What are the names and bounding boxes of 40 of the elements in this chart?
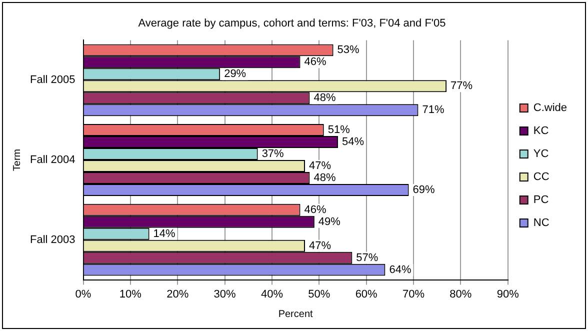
legend-label: C.wide — [533, 102, 567, 114]
x-tick-label: 80% — [450, 288, 472, 300]
data-label: 48% — [314, 172, 336, 184]
data-label: 77% — [450, 80, 473, 92]
legend-label: CC — [533, 171, 550, 184]
x-tick-label: 70% — [402, 288, 425, 300]
x-axis-title: Percent — [278, 308, 314, 320]
data-label: 46% — [304, 56, 327, 68]
data-label: 49% — [318, 216, 341, 228]
y-tick-label: Fall 2005 — [30, 74, 76, 86]
data-label: 37% — [262, 148, 284, 160]
data-label: 47% — [309, 240, 332, 252]
data-label: 57% — [356, 252, 378, 264]
y-tick-label: Fall 2003 — [30, 234, 76, 246]
x-tick-label: 90% — [496, 288, 520, 300]
legend-label: YC — [533, 148, 549, 160]
data-label: 47% — [309, 160, 332, 172]
x-tick-label: 40% — [260, 288, 284, 300]
x-tick-label: 50% — [308, 288, 330, 300]
x-tick-label: 30% — [214, 288, 236, 300]
data-label: 46% — [304, 204, 327, 216]
y-axis-title: Term — [12, 148, 23, 172]
data-label: 53% — [337, 44, 360, 56]
x-tick-label: 20% — [166, 288, 189, 300]
data-label: 14% — [153, 228, 176, 240]
data-label: 51% — [328, 124, 350, 136]
legend-label: KC — [533, 125, 549, 138]
data-label: 71% — [422, 104, 444, 116]
x-tick-label: 0% — [75, 288, 92, 300]
x-tick-label: 10% — [119, 288, 142, 300]
data-label: 48% — [314, 92, 336, 104]
data-label: 69% — [412, 184, 436, 196]
data-label: 54% — [342, 136, 364, 148]
data-label: 29% — [224, 68, 246, 80]
x-tick-label: 60% — [355, 288, 378, 300]
chart-title: Average rate by campus, cohort and terms: F'03, F'04 and F'05 — [138, 18, 446, 30]
legend-label: NC — [533, 217, 550, 230]
data-label: 64% — [389, 264, 412, 276]
y-tick-label: Fall 2004 — [30, 154, 76, 166]
legend-label: PC — [533, 194, 549, 206]
